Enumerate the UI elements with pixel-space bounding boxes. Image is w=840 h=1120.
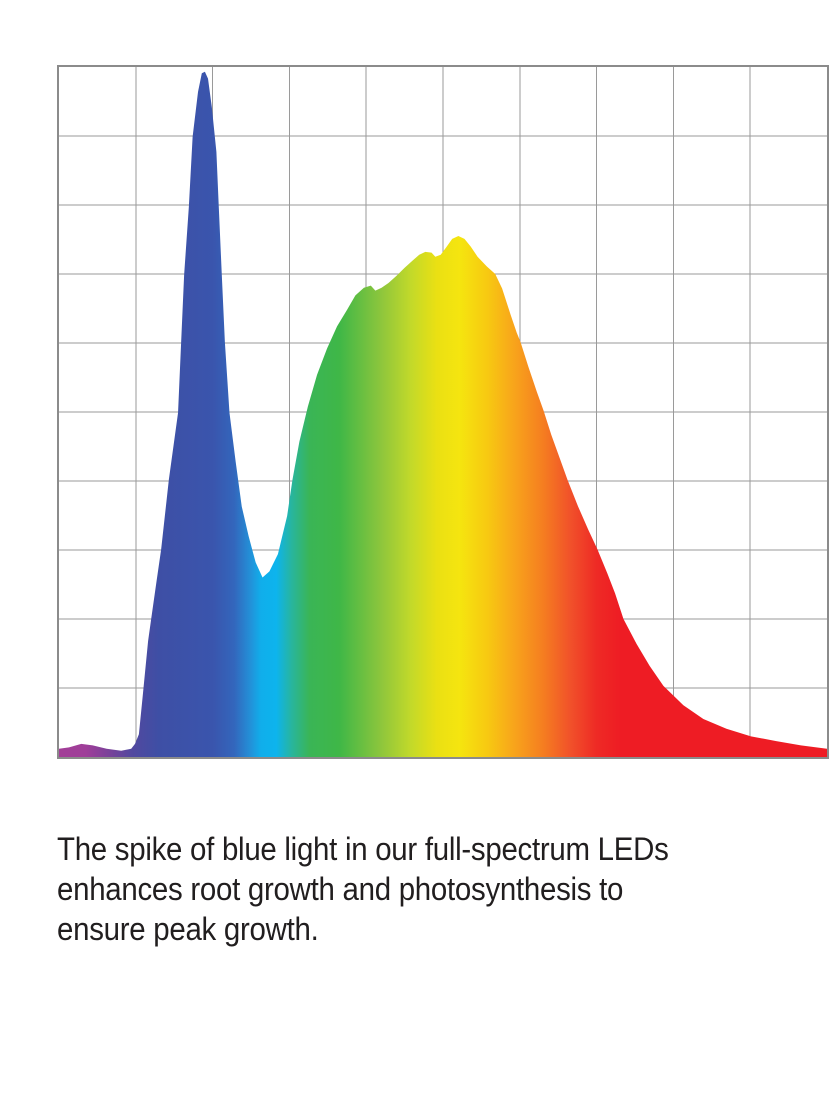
caption-line-1: The spike of blue light in our full-spec… [57, 831, 669, 867]
chart-caption: The spike of blue light in our full-spec… [57, 829, 793, 949]
caption-line-2: enhances root growth and photosynthesis … [57, 871, 624, 907]
caption-line-3: ensure peak growth. [57, 911, 319, 947]
led-spectrum-chart [57, 65, 829, 759]
spectrum-area [59, 71, 827, 757]
spectrum-plot-area [59, 67, 827, 757]
